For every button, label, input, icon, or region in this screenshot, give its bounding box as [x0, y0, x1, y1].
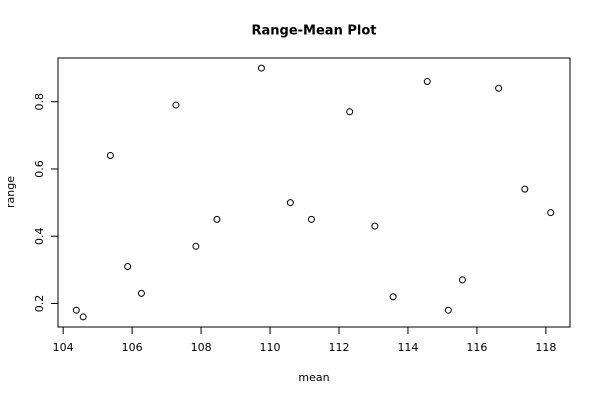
- y-tick-label: 0.8: [33, 93, 46, 111]
- y-tick-label: 0.2: [33, 295, 46, 313]
- x-tick-label: 112: [328, 341, 349, 354]
- point: [458, 276, 466, 284]
- y-tick-label: 0.6: [33, 160, 46, 178]
- x-tick-label: 118: [535, 341, 556, 354]
- point: [423, 78, 431, 86]
- point: [444, 306, 452, 314]
- point: [521, 185, 529, 193]
- x-tick-label: 116: [466, 341, 487, 354]
- x-tick-label: 108: [191, 341, 212, 354]
- point: [307, 215, 315, 223]
- y-axis-label: range: [4, 176, 17, 208]
- point: [286, 199, 294, 207]
- point: [137, 289, 145, 297]
- point: [389, 293, 397, 301]
- y-tick-label: 0.4: [33, 227, 46, 245]
- point: [124, 262, 132, 270]
- chart-title: Range-Mean Plot: [252, 24, 377, 39]
- point: [192, 242, 200, 250]
- plot-frame: [57, 57, 571, 328]
- point: [106, 152, 114, 160]
- point: [257, 64, 265, 72]
- x-tick-label: 114: [397, 341, 418, 354]
- point: [213, 215, 221, 223]
- x-tick-label: 104: [53, 341, 74, 354]
- point: [547, 209, 555, 217]
- x-tick-label: 106: [122, 341, 143, 354]
- point: [172, 101, 180, 109]
- point: [79, 313, 87, 321]
- point: [346, 108, 354, 116]
- point: [72, 306, 80, 314]
- point: [371, 222, 379, 230]
- point: [495, 84, 503, 92]
- x-tick-label: 110: [260, 341, 281, 354]
- x-axis-label: mean: [298, 371, 329, 384]
